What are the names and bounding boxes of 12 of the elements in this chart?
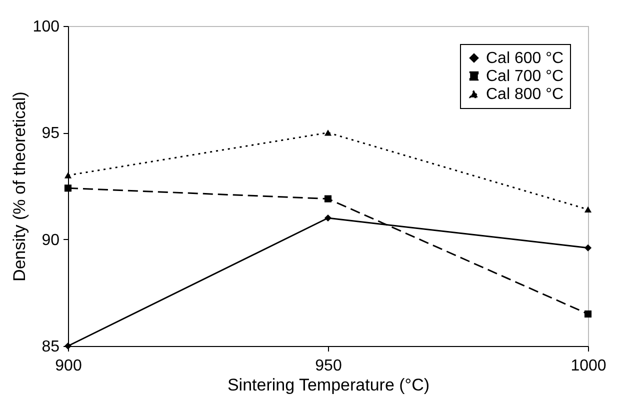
y-tick-label: 95 xyxy=(42,125,60,142)
legend-label: Cal 800 °C xyxy=(486,86,564,103)
x-tick-label: 1000 xyxy=(570,358,606,374)
legend-label: Cal 700 °C xyxy=(486,68,564,85)
y-tick-label: 85 xyxy=(42,338,60,356)
x-tick-label: 900 xyxy=(55,358,82,374)
legend-label: Cal 600 °C xyxy=(486,50,564,67)
x-axis-title: Sintering Temperature (°C) xyxy=(227,376,430,394)
y-axis-title: Density (% of theoretical) xyxy=(10,92,29,282)
y-tick-label: 100 xyxy=(32,18,60,36)
x-tick-label: 950 xyxy=(315,358,342,374)
y-tick-label: 90 xyxy=(42,232,60,249)
